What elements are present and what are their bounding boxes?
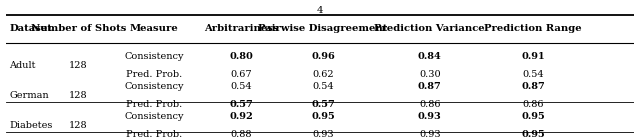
Text: 0.54: 0.54 xyxy=(522,70,544,79)
Text: 0.93: 0.93 xyxy=(418,112,442,121)
Text: 0.67: 0.67 xyxy=(231,70,252,79)
Text: 0.95: 0.95 xyxy=(311,112,335,121)
Text: Measure: Measure xyxy=(129,24,178,33)
Text: Dataset: Dataset xyxy=(10,24,52,33)
Text: Adult: Adult xyxy=(10,61,36,70)
Text: Pred. Prob.: Pred. Prob. xyxy=(125,100,182,109)
Text: Consistency: Consistency xyxy=(124,52,184,61)
Text: Arbitrariness: Arbitrariness xyxy=(204,24,279,33)
Text: 0.86: 0.86 xyxy=(522,100,544,109)
Text: 0.80: 0.80 xyxy=(230,52,253,61)
Text: 0.62: 0.62 xyxy=(312,70,334,79)
Text: Prediction Range: Prediction Range xyxy=(484,24,582,33)
Text: 0.93: 0.93 xyxy=(419,130,440,139)
Text: 0.92: 0.92 xyxy=(230,112,253,121)
Text: 0.95: 0.95 xyxy=(522,112,545,121)
Text: 0.95: 0.95 xyxy=(522,130,545,139)
Text: German: German xyxy=(10,91,49,100)
Text: 0.30: 0.30 xyxy=(419,70,440,79)
Text: Diabetes: Diabetes xyxy=(10,121,53,130)
Text: 0.57: 0.57 xyxy=(230,100,253,109)
Text: 0.91: 0.91 xyxy=(522,52,545,61)
Text: Pred. Prob.: Pred. Prob. xyxy=(125,130,182,139)
Text: Pred. Prob.: Pred. Prob. xyxy=(125,70,182,79)
Text: 0.86: 0.86 xyxy=(419,100,440,109)
Text: 0.57: 0.57 xyxy=(311,100,335,109)
Text: 128: 128 xyxy=(69,121,88,130)
Text: Consistency: Consistency xyxy=(124,112,184,121)
Text: 0.87: 0.87 xyxy=(522,82,545,91)
Text: 0.96: 0.96 xyxy=(311,52,335,61)
Text: 0.54: 0.54 xyxy=(312,82,334,91)
Text: Prediction Variance: Prediction Variance xyxy=(374,24,485,33)
Text: 0.54: 0.54 xyxy=(231,82,252,91)
Text: Pairwise Disagreement: Pairwise Disagreement xyxy=(259,24,388,33)
Text: 0.84: 0.84 xyxy=(418,52,442,61)
Text: 128: 128 xyxy=(69,61,88,70)
Text: 0.88: 0.88 xyxy=(231,130,252,139)
Text: 128: 128 xyxy=(69,91,88,100)
Text: Number of Shots: Number of Shots xyxy=(31,24,126,33)
Text: 0.87: 0.87 xyxy=(418,82,442,91)
Text: 4: 4 xyxy=(317,5,323,15)
Text: Consistency: Consistency xyxy=(124,82,184,91)
Text: 0.93: 0.93 xyxy=(312,130,334,139)
